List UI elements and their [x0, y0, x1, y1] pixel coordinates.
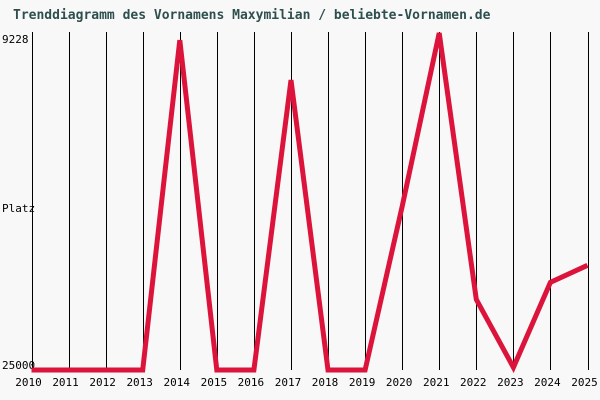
x-tick-label-2022: 2022	[460, 376, 487, 389]
x-tick-label-2013: 2013	[126, 376, 153, 389]
x-tick-label-2016: 2016	[237, 376, 265, 389]
x-tick-label-2024: 2024	[534, 376, 561, 389]
y-axis-min-label: 25000	[2, 359, 36, 372]
x-tick-label-2018: 2018	[311, 376, 339, 389]
y-axis-title: Platz	[2, 202, 36, 215]
x-tick-label-2020: 2020	[385, 376, 413, 389]
y-axis-max-label: 9228	[2, 33, 29, 46]
x-tick-label-2017: 2017	[274, 376, 302, 389]
x-tick-label-2025: 2025	[571, 376, 598, 389]
x-axis: 2010 2011 2012 2013 2014 2015 2016 2017 2018 2019…	[0, 377, 600, 391]
chart-title: Trenddiagramm des Vornamens Maxymilian /…	[13, 8, 491, 23]
x-tick-label-2014: 2014	[163, 376, 191, 389]
x-tick-label-2021: 2021	[422, 376, 450, 389]
x-tick-label-2010: 2010	[15, 376, 42, 389]
trend-line	[31, 32, 589, 374]
x-tick-label-2012: 2012	[89, 376, 116, 389]
x-tick-label-2011: 2011	[52, 376, 79, 389]
x-tick-label-2023: 2023	[497, 376, 524, 389]
x-tick-label-2015: 2015	[200, 376, 228, 389]
x-tick-label-2019: 2019	[348, 376, 376, 389]
